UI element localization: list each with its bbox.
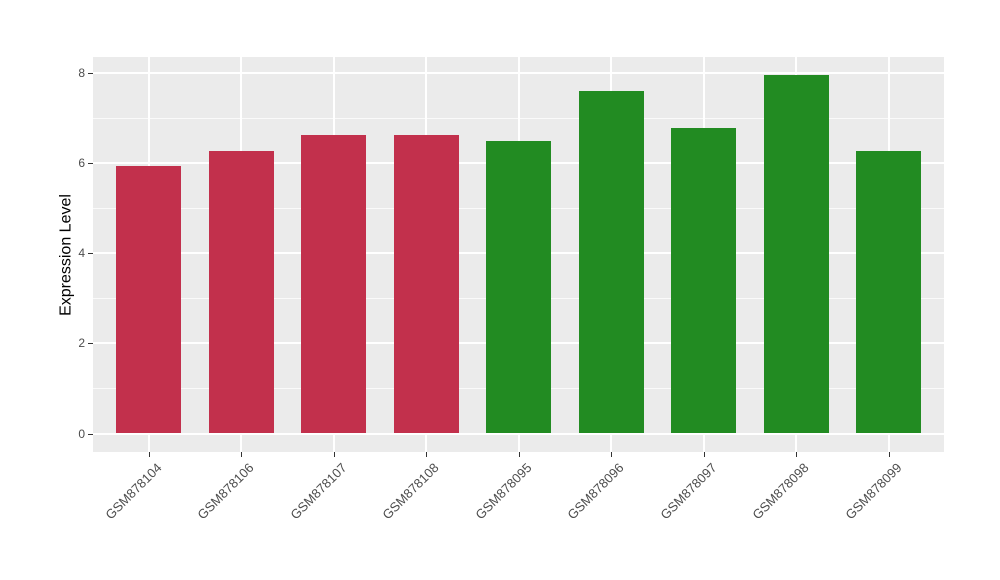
x-tick-GSM878098 <box>796 452 797 457</box>
y-tick-8 <box>88 73 93 75</box>
y-tick-6 <box>88 163 93 165</box>
bar-GSM878098 <box>763 74 829 434</box>
x-tick-GSM878104 <box>148 452 150 457</box>
x-tick-label-GSM878108: GSM878108 <box>379 460 442 523</box>
plot-panel <box>93 57 944 452</box>
x-tick-label-GSM878106: GSM878106 <box>194 460 257 523</box>
bar-GSM878097 <box>671 128 736 434</box>
x-tick-label-GSM878095: GSM878095 <box>471 460 535 523</box>
y-tick-label-4: 4 <box>78 246 85 261</box>
x-tick-GSM878108 <box>426 452 427 457</box>
y-tick-2 <box>88 343 93 345</box>
x-tick-label-GSM878104: GSM878104 <box>101 460 165 523</box>
bar-GSM878107 <box>301 134 366 434</box>
x-tick-label-GSM878096: GSM878096 <box>564 460 627 523</box>
x-tick-label-GSM878098: GSM878098 <box>749 460 812 523</box>
x-tick-GSM878106 <box>241 452 242 457</box>
y-tick-label-0: 0 <box>78 426 85 441</box>
x-tick-label-GSM878107: GSM878107 <box>286 460 350 523</box>
bar-GSM878095 <box>486 140 551 434</box>
bar-GSM878099 <box>856 150 921 434</box>
y-tick-label-6: 6 <box>78 156 85 171</box>
x-tick-GSM878095 <box>518 452 520 457</box>
bar-GSM878108 <box>393 134 459 434</box>
bar-GSM878106 <box>208 150 274 434</box>
y-tick-label-2: 2 <box>78 336 85 351</box>
x-tick-GSM878099 <box>888 452 890 457</box>
bar-GSM878104 <box>116 165 181 434</box>
x-tick-GSM878097 <box>703 452 705 457</box>
y-tick-0 <box>88 433 93 435</box>
x-tick-label-GSM878099: GSM878099 <box>841 460 905 523</box>
bar-GSM878096 <box>578 90 644 434</box>
y-tick-4 <box>88 253 93 255</box>
y-tick-label-8: 8 <box>78 66 85 81</box>
x-tick-GSM878096 <box>611 452 612 457</box>
x-tick-GSM878107 <box>333 452 335 457</box>
x-tick-label-GSM878097: GSM878097 <box>656 460 720 523</box>
